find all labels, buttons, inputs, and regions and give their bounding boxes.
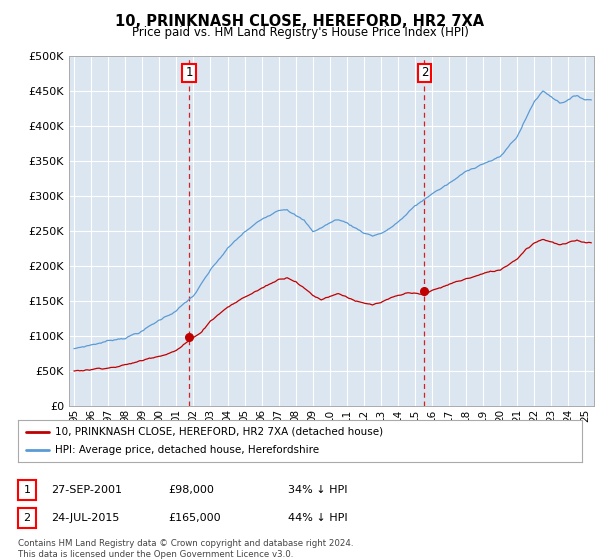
Text: 44% ↓ HPI: 44% ↓ HPI <box>288 513 347 523</box>
Text: 10, PRINKNASH CLOSE, HEREFORD, HR2 7XA: 10, PRINKNASH CLOSE, HEREFORD, HR2 7XA <box>115 14 485 29</box>
Text: Price paid vs. HM Land Registry's House Price Index (HPI): Price paid vs. HM Land Registry's House … <box>131 26 469 39</box>
Text: 1: 1 <box>185 67 193 80</box>
Text: 10, PRINKNASH CLOSE, HEREFORD, HR2 7XA (detached house): 10, PRINKNASH CLOSE, HEREFORD, HR2 7XA (… <box>55 427 383 437</box>
Text: 34% ↓ HPI: 34% ↓ HPI <box>288 485 347 495</box>
Text: HPI: Average price, detached house, Herefordshire: HPI: Average price, detached house, Here… <box>55 445 319 455</box>
Text: 27-SEP-2001: 27-SEP-2001 <box>51 485 122 495</box>
Text: £98,000: £98,000 <box>168 485 214 495</box>
Text: £165,000: £165,000 <box>168 513 221 523</box>
Text: 2: 2 <box>421 67 428 80</box>
Text: 1: 1 <box>23 485 31 495</box>
Text: 2: 2 <box>23 513 31 523</box>
Text: 24-JUL-2015: 24-JUL-2015 <box>51 513 119 523</box>
Text: Contains HM Land Registry data © Crown copyright and database right 2024.
This d: Contains HM Land Registry data © Crown c… <box>18 539 353 559</box>
